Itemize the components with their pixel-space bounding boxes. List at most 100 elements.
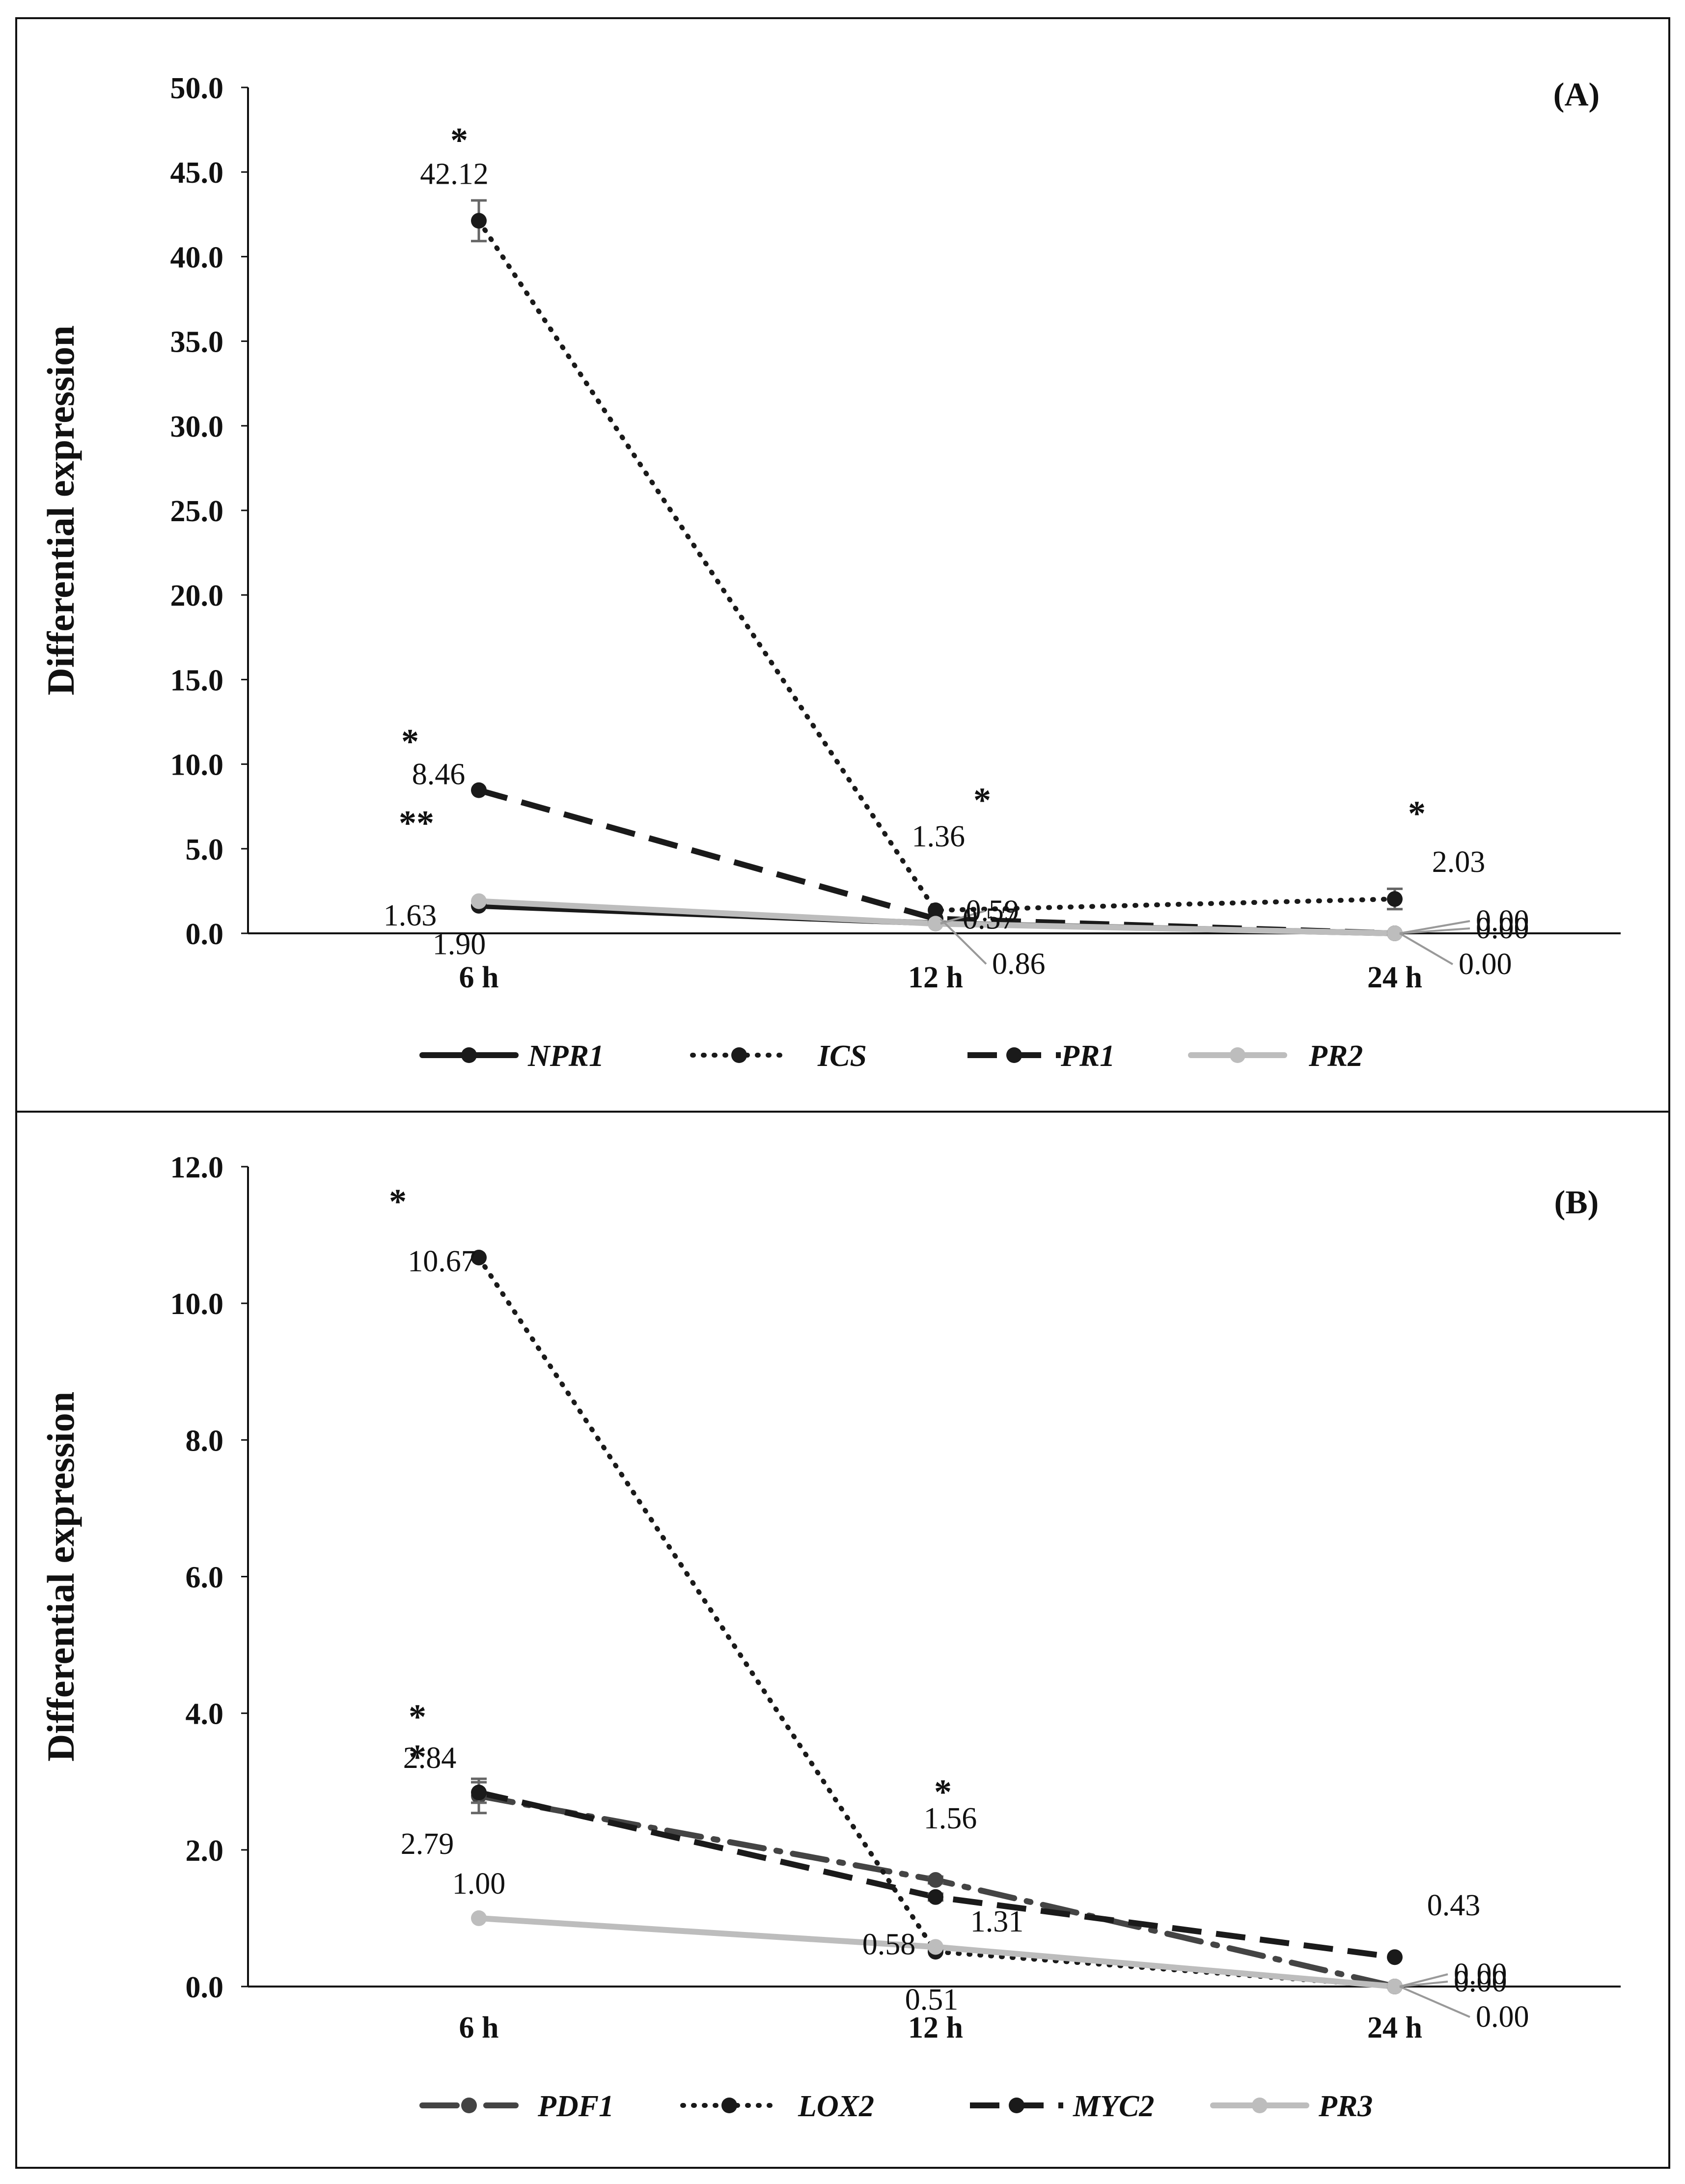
- panel-a-panel-label: (A): [1553, 76, 1600, 113]
- panel-a-y-axis-title: Differential expression: [39, 325, 82, 695]
- panel-b-legend-label-pdf1: PDF1: [537, 2090, 614, 2123]
- panel-a-data-label-pr1: 0.00: [1476, 904, 1529, 938]
- panel-b-point-pr3: [471, 1910, 487, 1926]
- panel-a-significance-mark: *: [450, 120, 468, 160]
- panel-b-y-tick-label: 6.0: [186, 1561, 224, 1595]
- panel-a-label-leader: [1399, 927, 1470, 934]
- panel-b-data-label-myc2: 0.43: [1427, 1889, 1481, 1922]
- panel-a-label-leader: [1399, 920, 1470, 934]
- panel-b-y-axis-title: Differential expression: [39, 1392, 82, 1762]
- panel-a-data-label-npr1: 1.63: [384, 899, 437, 932]
- chart-panel-a: 0.0 5.0 10.0 15.0 20.0 25.0 30.0 35.0 40.0 45.0 50…: [39, 72, 1621, 1073]
- panel-a-legend-label-pr2: PR2: [1308, 1039, 1363, 1073]
- panel-b-significance-mark: *: [409, 1737, 426, 1777]
- panel-b-point-myc2: [1387, 1949, 1403, 1965]
- panel-b-data-label-pdf1: 2.79: [401, 1827, 454, 1861]
- panel-a-y-tick-label: 35.0: [170, 326, 224, 359]
- panel-a-data-label-npr1: 0.00: [1476, 912, 1529, 945]
- panel-a-y-tick-label: 0.0: [186, 918, 224, 951]
- panel-a-x-tick-label: 24 h: [1367, 961, 1422, 994]
- panel-b-point-pr3: [1387, 1979, 1403, 1994]
- panel-b-significance-mark: *: [934, 1772, 952, 1812]
- panel-b-label-leader: [1399, 1973, 1448, 1988]
- panel-b-legend-label-pr3: PR3: [1318, 2090, 1373, 2123]
- panel-a-significance-mark: *: [401, 722, 419, 761]
- panel-b-y-tick-label: 8.0: [186, 1424, 224, 1457]
- panel-a-y-tick-label: 15.0: [170, 664, 224, 697]
- panel-b-x-tick-label: 24 h: [1367, 2011, 1422, 2044]
- panel-b-data-label-pdf1: 1.56: [924, 1802, 977, 1835]
- panel-b-data-label-lox2: 10.67: [408, 1245, 476, 1278]
- panel-b-point-pr3: [928, 1939, 943, 1955]
- panel-b-y-tick-label: 4.0: [186, 1698, 224, 1731]
- panel-a-data-label-ics: 42.12: [420, 157, 489, 191]
- panel-a-point-pr1: [471, 782, 487, 798]
- panel-b-significance-mark: *: [409, 1697, 426, 1736]
- panel-a-data-label-pr2: 0.57: [963, 902, 1016, 935]
- panel-b-point-lox2: [471, 1249, 487, 1265]
- panel-a-legend-marker-ics: [731, 1047, 747, 1063]
- panel-a-x-tick-label: 12 h: [908, 961, 963, 994]
- panel-b-point-myc2: [471, 1785, 487, 1801]
- panel-b-data-label-pr3: 0.58: [862, 1928, 916, 1961]
- panel-b-y-tick-label: 12.0: [170, 1151, 224, 1184]
- panel-a-significance-mark: *: [1408, 794, 1426, 833]
- panel-b-panel-label: (B): [1554, 1183, 1599, 1221]
- panel-a-point-pr2: [471, 893, 487, 909]
- panel-b-data-label-lox2: 0.51: [905, 1983, 959, 2016]
- panel-a-data-label-ics: 2.03: [1432, 845, 1486, 879]
- panel-b-y-tick-label: 2.0: [186, 1834, 224, 1868]
- panel-a-y-tick-label: 20.0: [170, 579, 224, 613]
- panel-a-y-tick-label: 10.0: [170, 749, 224, 782]
- panel-b-data-label-pr3: 1.00: [452, 1867, 506, 1901]
- panel-a-significance-mark: *: [973, 781, 991, 820]
- panel-a-data-label-pr1: 0.86: [992, 947, 1046, 980]
- panel-a-legend-label-ics: ICS: [817, 1039, 867, 1073]
- panel-a-data-label-ics: 1.36: [912, 820, 966, 853]
- panel-b-frame: [15, 1111, 1670, 2169]
- panel-b-legend-label-lox2: LOX2: [798, 2090, 874, 2123]
- panel-a-data-label-pr1: 8.46: [412, 758, 466, 791]
- panel-a-y-tick-label: 25.0: [170, 495, 224, 528]
- panel-a-point-pr2: [928, 916, 943, 932]
- panel-a-y-tick-label: 45.0: [170, 156, 224, 190]
- panel-a-legend-marker-pr1: [1006, 1047, 1022, 1063]
- panel-a-point-ics: [471, 213, 487, 229]
- panel-b-legend-marker-pr3: [1252, 2098, 1268, 2113]
- panel-b-y-tick-label: 0.0: [186, 1971, 224, 2004]
- panel-a-data-label-npr1: 0.59: [966, 895, 1020, 928]
- panel-b-significance-mark: *: [389, 1182, 407, 1221]
- panel-b-y-tick-label: 10.0: [170, 1288, 224, 1321]
- panel-a-y-tick-label: 30.0: [170, 410, 224, 444]
- panel-a-label-leader: [940, 918, 957, 925]
- panel-b-legend-marker-lox2: [721, 2098, 737, 2113]
- panel-b-data-label-myc2: 1.31: [970, 1905, 1024, 1938]
- panel-b-data-label-myc2: 2.84: [403, 1741, 457, 1775]
- panel-a-label-leader: [1399, 932, 1454, 965]
- chart-panel-b: 0.0 2.0 4.0 6.0 8.0 10.0 12.0 6 h 12 h 24 h Differ…: [39, 1151, 1621, 2123]
- panel-a-series-line-ics: [476, 218, 1397, 913]
- panel-b-legend-marker-myc2: [1009, 2098, 1024, 2113]
- panel-b-label-leader: [1399, 1986, 1470, 2018]
- panel-a-y-tick-label: 5.0: [186, 833, 224, 867]
- panel-b-data-label-lox2: 0.00: [1454, 1958, 1507, 1991]
- panel-b-label-leader: [1399, 1981, 1448, 1988]
- panel-b-data-label-pdf1: 0.00: [1454, 1965, 1507, 1998]
- panel-b-legend-marker-pdf1: [461, 2098, 477, 2113]
- panel-a-legend-label-npr1: NPR1: [527, 1039, 604, 1073]
- panel-a-y-tick-label: 50.0: [170, 72, 224, 105]
- panel-b-x-tick-label: 6 h: [459, 2011, 499, 2044]
- panel-b-legend-label-myc2: MYC2: [1073, 2090, 1154, 2123]
- panel-a-point-ics: [1387, 891, 1403, 907]
- panel-b-point-myc2: [928, 1889, 943, 1905]
- panel-b-data-label-pr3: 0.00: [1476, 2000, 1529, 2034]
- panel-b-point-pdf1: [928, 1872, 943, 1888]
- panel-a-data-label-pr2: 0.00: [1459, 948, 1512, 981]
- panel-a-label-leader: [939, 918, 987, 965]
- panel-a-x-tick-label: 6 h: [459, 961, 499, 994]
- panel-a-legend-marker-npr1: [461, 1047, 477, 1063]
- panel-a-y-tick-label: 40.0: [170, 241, 224, 274]
- panel-a-legend-label-pr1: PR1: [1060, 1039, 1115, 1073]
- panel-a-point-pr2: [1387, 925, 1403, 941]
